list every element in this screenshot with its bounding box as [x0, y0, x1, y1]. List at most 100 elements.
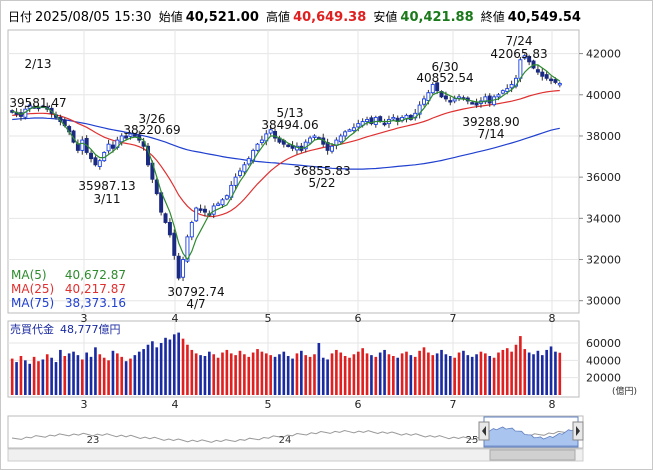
y-tick-label: 38000	[586, 130, 621, 143]
candle	[255, 142, 260, 152]
nav-right-handle[interactable]	[572, 421, 584, 441]
annotation-value: 42065.83	[490, 47, 547, 61]
candle	[189, 220, 194, 241]
volume-bar	[45, 354, 49, 395]
candle	[176, 252, 181, 281]
date-label: 日付	[8, 10, 33, 24]
volume-bar	[111, 350, 115, 395]
candle-body	[255, 143, 260, 151]
volume-bar	[352, 354, 356, 395]
candle-body	[540, 71, 545, 77]
nav-left-handle[interactable]	[478, 421, 490, 441]
candle-body	[163, 213, 168, 223]
volume-bar	[370, 355, 373, 395]
candle	[461, 95, 466, 101]
candle-body	[557, 83, 562, 86]
vol-x-tick-label: 5	[265, 398, 272, 411]
candle-body	[544, 74, 549, 79]
candle	[400, 115, 405, 123]
annotation-value: 39581.47	[9, 96, 66, 110]
candle	[343, 130, 348, 140]
volume-bar	[59, 349, 62, 395]
volume-bar	[94, 347, 97, 395]
volume-bar	[440, 349, 443, 395]
candle-body	[443, 95, 448, 100]
candle	[286, 143, 291, 148]
candle-body	[89, 152, 94, 160]
volume-bar	[124, 361, 128, 395]
candle-body	[391, 116, 396, 120]
volume-bar	[238, 350, 242, 395]
nav-scrollbar[interactable]	[7, 448, 584, 462]
candle-body	[238, 170, 242, 176]
candle	[233, 173, 238, 190]
annotation-date: 7/24	[506, 34, 533, 48]
volume-bar	[470, 356, 474, 395]
candle-body	[27, 104, 32, 109]
candle-body	[80, 139, 85, 151]
volume-bar	[374, 356, 378, 395]
high-label: 高値	[266, 10, 291, 24]
volume-bar	[387, 354, 391, 395]
candle-body	[220, 199, 225, 206]
annotation-value: 40852.54	[416, 71, 473, 85]
volume-bar	[203, 356, 207, 395]
candle	[242, 162, 247, 176]
candle-body	[224, 195, 229, 200]
volume-bar	[212, 354, 216, 395]
volume-bar	[76, 355, 80, 395]
candle	[259, 135, 264, 146]
candle-body	[422, 98, 426, 105]
volume-bar	[383, 349, 386, 395]
volume-bar	[155, 347, 159, 395]
volume-bar	[361, 348, 364, 395]
candle	[557, 81, 562, 88]
volume-bar	[102, 357, 106, 395]
volume-bar	[532, 354, 535, 395]
volume-bar	[400, 353, 404, 395]
candle	[172, 229, 177, 260]
volume-bar	[168, 339, 172, 395]
candlesticks	[10, 53, 562, 282]
volume-bar	[89, 356, 93, 395]
volume-bar	[278, 354, 281, 395]
candle	[303, 139, 308, 153]
x-tick-label: 4	[172, 312, 179, 325]
volume-bar	[457, 352, 461, 395]
candle	[163, 212, 168, 224]
candle-body	[505, 88, 510, 92]
volume-panel	[7, 320, 580, 398]
candle-body	[308, 137, 313, 144]
volume-bar	[549, 346, 553, 395]
candle	[483, 93, 488, 105]
nav-scroll-thumb[interactable]	[489, 449, 576, 461]
vol-y-tick-label: 20000	[586, 372, 621, 385]
volume-bar	[264, 353, 268, 395]
candle-body	[356, 123, 361, 128]
candle-body	[202, 208, 207, 213]
volume-bar	[142, 349, 145, 395]
volume-bar	[282, 351, 286, 395]
candle-body	[259, 139, 264, 144]
x-tick-label: 5	[265, 312, 272, 325]
candle	[549, 76, 554, 85]
candle-body	[181, 259, 186, 278]
price-x-axis: 3 4 5 6 7 8	[81, 312, 556, 325]
candle-body	[167, 222, 172, 236]
volume-bar	[24, 360, 27, 395]
candle-body	[448, 100, 453, 103]
annotation-value: 35987.13	[78, 179, 135, 193]
candle	[351, 123, 356, 134]
annotation-high: 2/13 39581.47	[9, 57, 66, 110]
candle	[294, 142, 299, 155]
datetime-value: 2025/08/05 15:30	[35, 10, 152, 25]
candle-body	[452, 98, 457, 102]
candle-body	[189, 222, 194, 238]
volume-bar	[409, 355, 413, 395]
volume-bar	[330, 353, 334, 395]
volume-bar	[492, 357, 496, 395]
close-value: 40,549.54	[507, 10, 581, 25]
volume-bar	[497, 352, 500, 395]
candle	[452, 95, 457, 104]
